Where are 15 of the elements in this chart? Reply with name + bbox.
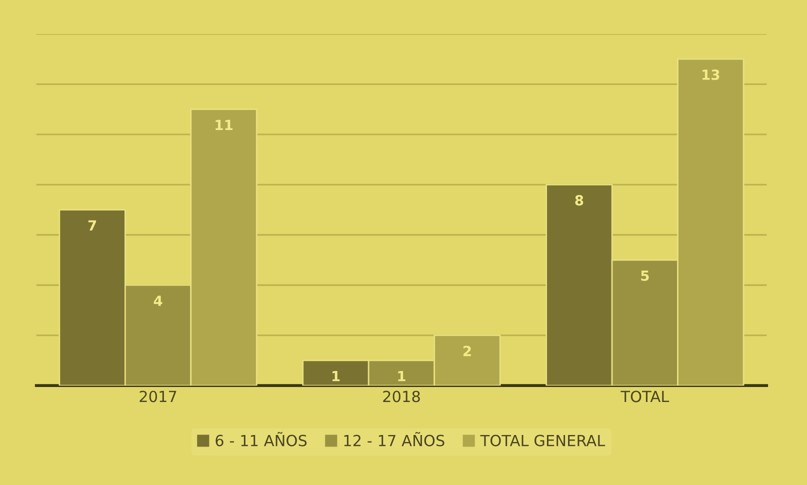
data-label: 2 — [463, 346, 471, 356]
data-label: 5 — [641, 270, 649, 281]
legend-label: TOTAL GENERAL — [480, 434, 606, 446]
data-label: 4 — [154, 296, 162, 306]
x-tick-label: 2018 — [383, 390, 420, 402]
legend-label: 12 - 17 AÑOS — [344, 432, 444, 446]
x-tick-label: 2017 — [140, 390, 176, 402]
data-label: 1 — [398, 371, 406, 382]
data-label: 7 — [88, 220, 96, 230]
data-label: 13 — [702, 69, 720, 80]
legend-label: 6 - 11 AÑOS — [216, 432, 307, 446]
x-tick-label: TOTAL — [620, 390, 670, 402]
data-label: 11 — [216, 120, 232, 130]
data-label: 1 — [332, 371, 340, 382]
data-label: 8 — [575, 195, 584, 206]
